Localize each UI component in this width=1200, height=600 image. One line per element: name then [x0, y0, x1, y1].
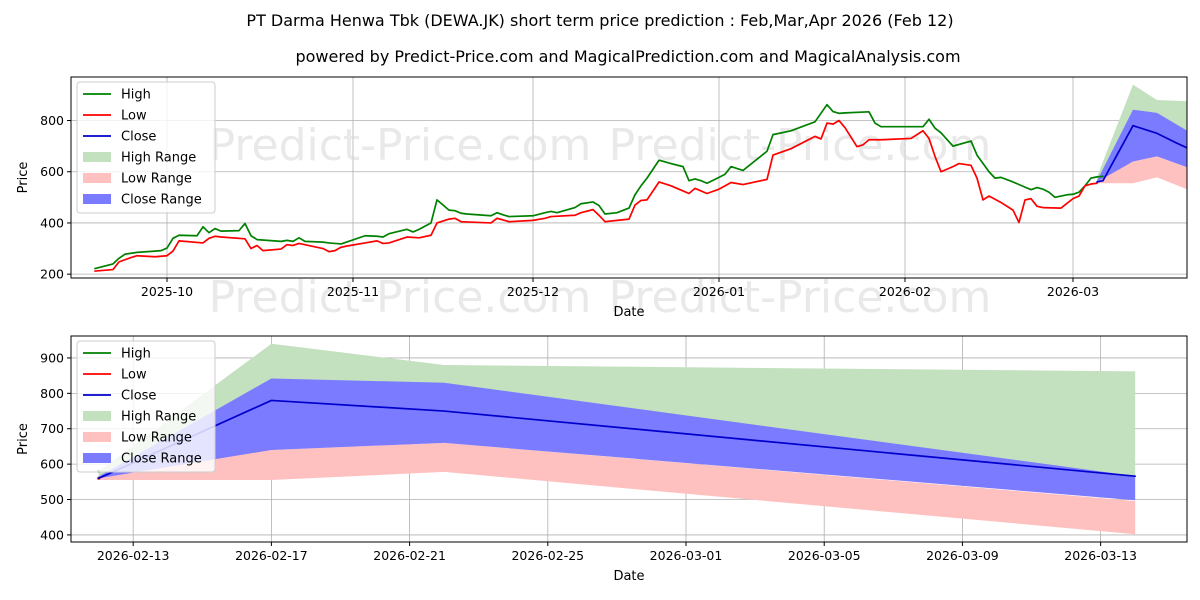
legend-label: Low — [121, 368, 147, 383]
chart-subtitle: powered by Predict-Price.com and Magical… — [295, 47, 960, 66]
watermark-text: Predict-Price.com — [209, 120, 592, 171]
y-tick-label: 400 — [40, 215, 64, 230]
x-tick-label: 2026-02-25 — [511, 548, 584, 563]
watermark-text: Predict-Price.com — [609, 272, 992, 323]
y-tick-label: 900 — [40, 350, 64, 365]
legend-label: Close — [121, 130, 156, 145]
y-tick-label: 200 — [40, 267, 64, 282]
x-tick-label: 2025-11 — [327, 284, 379, 299]
high-range-band — [1097, 84, 1187, 181]
watermark-text: Predict-Price.com — [209, 272, 592, 323]
legend-box — [76, 340, 216, 473]
legend-swatch — [83, 194, 111, 204]
legend-swatch — [83, 173, 111, 183]
x-axis-label: Date — [613, 569, 644, 584]
x-axis-label: Date — [613, 305, 644, 320]
legend-swatch — [83, 432, 111, 442]
bottom-legend: High Low Close High Range Low Range Close Ran… — [76, 340, 216, 473]
close-range-band — [1097, 109, 1187, 182]
bottom-axes-frame — [70, 335, 1188, 543]
y-tick-label: 400 — [40, 527, 64, 542]
legend-label: Close Range — [121, 452, 202, 467]
top-grid — [71, 77, 1187, 278]
close-range-band — [98, 378, 1136, 501]
bottom-plot — [97, 343, 1137, 535]
y-tick-label: 800 — [40, 386, 64, 401]
x-tick-label: 2026-02-13 — [97, 548, 170, 563]
top-watermarks: Predict-Price.com Predict-Price.com Predic… — [209, 120, 992, 323]
legend-label: Low Range — [121, 431, 192, 446]
y-tick-label: 800 — [40, 113, 64, 128]
y-axis-label: Price — [16, 423, 31, 455]
x-tick-label: 2026-03-01 — [650, 548, 723, 563]
low-range-band — [1097, 156, 1187, 190]
legend-swatch — [83, 152, 111, 162]
close-line — [1096, 124, 1187, 183]
watermark-text: Predict-Price.com — [609, 120, 992, 171]
x-tick-label: 2026-03 — [1047, 284, 1099, 299]
legend-label: High Range — [121, 151, 196, 166]
top-axes-frame — [70, 76, 1188, 279]
chart-title: PT Darma Henwa Tbk (DEWA.JK) short term … — [246, 11, 953, 30]
x-tick-label: 2026-03-13 — [1064, 548, 1137, 563]
legend-box — [76, 81, 216, 214]
x-tick-label: 2026-02-17 — [235, 548, 308, 563]
legend-label: High Range — [121, 410, 196, 425]
low-line — [94, 119, 1098, 272]
legend-label: Low Range — [121, 172, 192, 187]
legend-swatch — [83, 411, 111, 421]
legend-label: Low — [121, 109, 147, 124]
x-tick-label: 2026-02-21 — [373, 548, 446, 563]
x-tick-label: 2026-02 — [879, 284, 931, 299]
legend-label: High — [121, 88, 151, 103]
y-tick-label: 600 — [40, 164, 64, 179]
high-line — [94, 103, 1104, 270]
x-tick-label: 2025-10 — [141, 284, 193, 299]
y-axis-label: Price — [16, 162, 31, 194]
legend-label: High — [121, 347, 151, 362]
legend-swatch — [83, 453, 111, 463]
legend-label: Close — [121, 389, 156, 404]
top-panel: Predict-Price.com Predict-Price.com Predic… — [16, 76, 1188, 323]
legend-label: Close Range — [121, 193, 202, 208]
x-tick-label: 2025-12 — [507, 284, 559, 299]
top-legend: High Low Close High Range Low Range Close Ran… — [76, 81, 216, 214]
x-tick-label: 2026-03-05 — [788, 548, 861, 563]
bottom-panel: Predict-Price.comPredict-Price.com2026-0… — [16, 335, 1188, 584]
top-plot — [94, 84, 1187, 272]
x-tick-label: 2026-03-09 — [926, 548, 999, 563]
y-tick-label: 600 — [40, 457, 64, 472]
low-range-band — [98, 442, 1136, 535]
x-tick-label: 2026-01 — [693, 284, 745, 299]
y-tick-label: 500 — [40, 492, 64, 507]
y-tick-label: 700 — [40, 421, 64, 436]
